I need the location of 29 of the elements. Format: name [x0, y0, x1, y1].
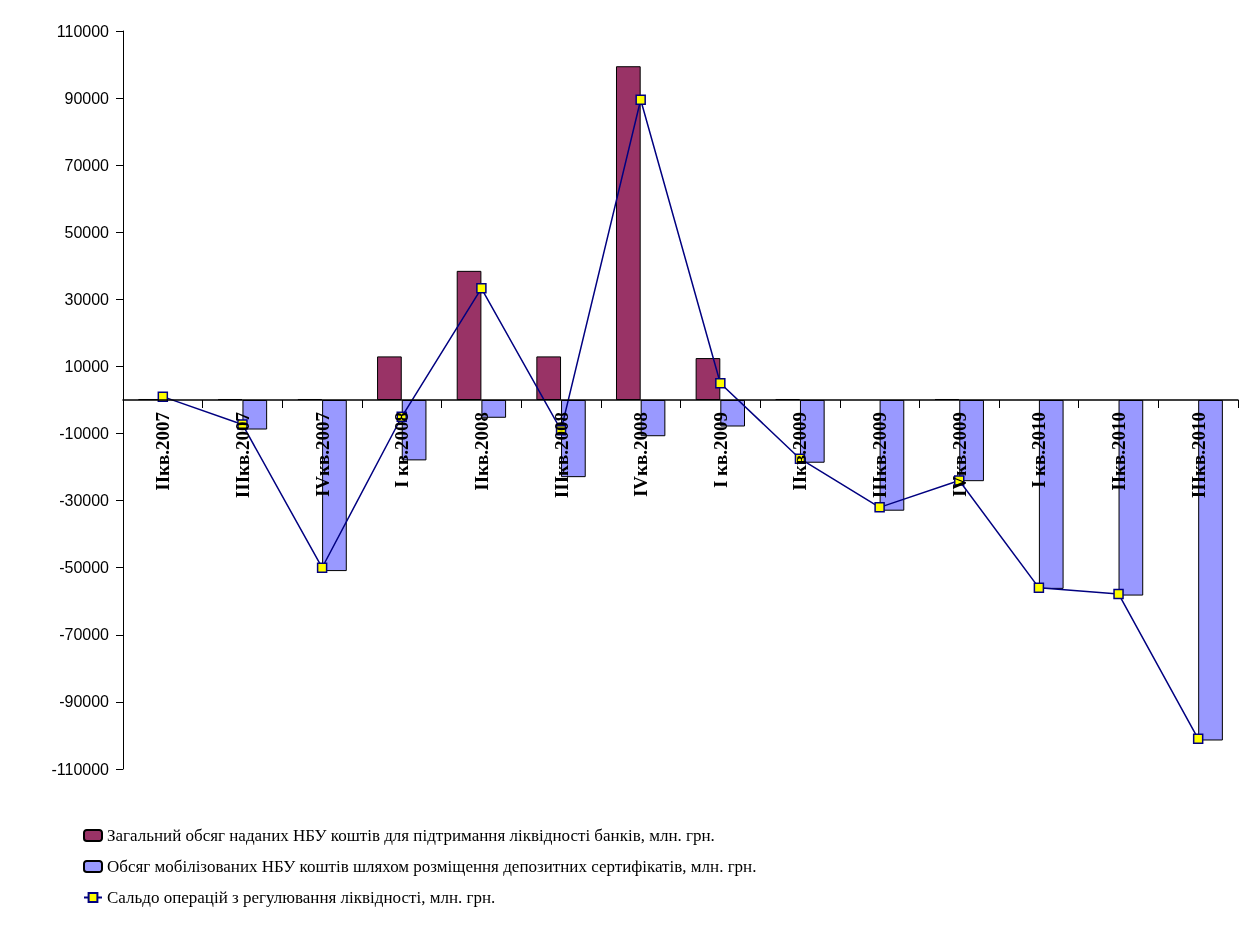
- y-tick-label: 90000: [64, 89, 110, 107]
- y-tick-label: -10000: [59, 425, 110, 443]
- legend-label: Обсяг мобілізованих НБУ коштів шляхом розміщення депозитних сертифікатів, млн. грн.: [107, 857, 757, 876]
- x-tick-label: IIкв.2007: [152, 411, 174, 491]
- x-tick-label: IIкв.2008: [470, 412, 492, 491]
- y-tick-label: 50000: [64, 223, 110, 241]
- x-tick-label: IVкв.2008: [630, 412, 652, 498]
- y-tick-label: -90000: [59, 693, 110, 711]
- y-tick-label: 110000: [56, 22, 110, 40]
- x-tick-label: I кв.2008: [391, 412, 413, 489]
- y-tick-label: -50000: [59, 559, 110, 577]
- y-tick-label: 10000: [64, 357, 110, 375]
- x-tick-label: IIIкв.2010: [1187, 412, 1209, 499]
- x-tick-label: I кв.2009: [709, 412, 731, 489]
- x-tick-label: IVкв.2007: [311, 411, 333, 498]
- y-tick-label: 30000: [64, 290, 110, 308]
- x-tick-label: IIIкв.2009: [869, 412, 891, 499]
- y-tick-label: -30000: [59, 492, 110, 510]
- x-tick-label: I кв.2010: [1028, 412, 1050, 489]
- y-tick-label: -70000: [59, 626, 110, 644]
- y-tick-label: 70000: [64, 156, 110, 174]
- legend-label: Загальний обсяг наданих НБУ коштів для підтримання ліквідності банків, млн. грн.: [107, 826, 715, 845]
- legend-label: Сальдо операцій з регулювання ліквідності, млн. грн.: [107, 888, 496, 907]
- x-tick-label: IIкв.2010: [1108, 412, 1130, 491]
- x-tick-label: IVкв.2009: [948, 412, 970, 498]
- x-tick-label: IIIкв.2008: [550, 412, 572, 499]
- x-tick-label: IIкв.2009: [789, 412, 811, 491]
- y-tick-label: -110000: [51, 760, 110, 778]
- x-tick-label: IIIкв.2007: [231, 411, 253, 499]
